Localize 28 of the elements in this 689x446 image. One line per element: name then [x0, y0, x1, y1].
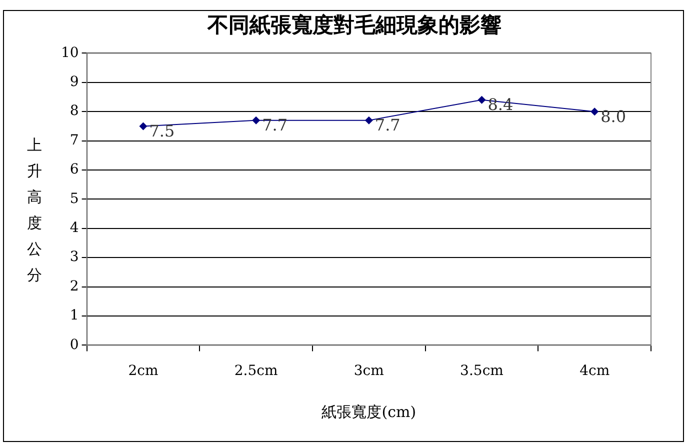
- data-label: 7.7: [374, 116, 400, 135]
- y-tick-label: 4: [70, 220, 79, 236]
- data-label: 8.0: [600, 106, 626, 126]
- point: [364, 116, 373, 124]
- chart-title: 不同紙張寬度對毛細現象的影響: [206, 12, 502, 38]
- y-tick-label: 1: [70, 308, 79, 324]
- point: [590, 108, 599, 116]
- x-tick-label: 2.5cm: [234, 363, 278, 380]
- y-tick-label: 5: [70, 190, 79, 207]
- y-tick-label: 0: [70, 336, 79, 353]
- x-tick-label: 4cm: [580, 363, 610, 380]
- y-tick-label: 2: [70, 278, 79, 294]
- data-label: 7.5: [149, 121, 175, 140]
- data-label: 7.7: [262, 116, 288, 135]
- y-tick-label: 10: [60, 44, 79, 61]
- x-axis-title: 紙張寬度(cm): [322, 402, 416, 421]
- y-tick-label: 8: [70, 103, 79, 120]
- x-tick-label: 2cm: [128, 363, 158, 380]
- x-tick-label: 3cm: [354, 363, 384, 380]
- x-tick-label: 3.5cm: [460, 363, 504, 380]
- y-axis-title: 上升高度公分: [26, 135, 43, 286]
- point: [252, 116, 260, 124]
- y-tick-label: 7: [70, 132, 79, 148]
- y-tick-label: 3: [70, 249, 79, 266]
- point: [139, 122, 148, 130]
- point: [478, 96, 486, 104]
- y-tick-label: 9: [70, 74, 79, 90]
- y-tick-label: 6: [70, 162, 79, 178]
